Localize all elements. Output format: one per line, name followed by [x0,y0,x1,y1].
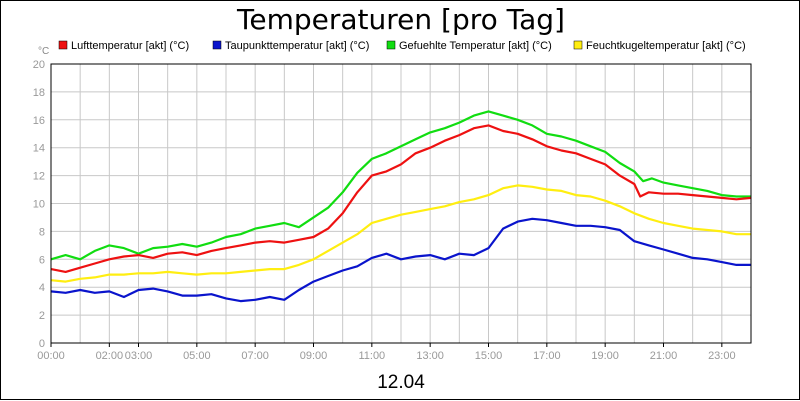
x-tick-label: 03:00 [125,350,153,362]
chart-title: Temperaturen [pro Tag] [236,3,565,36]
legend-swatch-2 [386,40,396,50]
y-tick-label: 8 [39,226,45,238]
y-tick-label: 16 [33,115,45,127]
y-tick-label: 18 [33,87,45,99]
legend-swatch-1 [212,40,222,50]
y-tick-label: 0 [39,338,45,350]
y-tick-label: 10 [33,199,45,211]
x-tick-label: 21:00 [650,350,678,362]
legend-label-1: Taupunkttemperatur [akt] (°C) [225,40,369,52]
x-tick-label: 19:00 [591,350,619,362]
series-line-1 [50,217,751,303]
series-line-3 [50,184,751,283]
x-tick-label: 17:00 [533,350,561,362]
x-tick-label: 11:00 [358,350,385,362]
legend-label-2: Gefuehlte Temperatur [akt] (°C) [399,40,552,52]
legend: Lufttemperatur [akt] (°C) Taupunkttempera… [58,40,746,52]
x-tick-label: 07:00 [241,350,269,362]
y-tick-label: 12 [33,171,45,183]
y-tick-label: 6 [39,254,45,266]
series-layer [50,110,752,303]
legend-swatch-3 [573,40,583,50]
y-axis-unit: °C [38,46,49,57]
x-tick-label: 05:00 [183,350,211,362]
x-tick-label: 13:00 [416,350,444,362]
x-tick-label: 15:00 [475,350,503,362]
x-axis-label: 12.04 [377,372,425,393]
x-tick-label: 23:00 [708,350,736,362]
series-line-0 [50,124,752,273]
legend-label-3: Feuchtkugeltemperatur [akt] (°C) [586,40,746,52]
x-tick-label: 09:00 [300,350,328,362]
y-tick-label: 14 [33,143,45,155]
y-tick-label: 4 [39,282,45,294]
legend-label-0: Lufttemperatur [akt] (°C) [71,40,189,52]
series-line-2 [50,110,751,261]
y-tick-label: 20 [33,59,45,71]
legend-swatch-0 [58,40,68,50]
x-axis-ticks: 00:00 02:00 03:00 05:00 07:00 09:00 11:00 13:00… [37,343,736,362]
plot-border [50,63,752,344]
y-axis-ticks: 0 2 4 6 8 10 12 14 16 18 20 [33,59,45,350]
x-tick-label: 00:00 [37,350,65,362]
x-tick-label: 02:00 [96,350,124,362]
y-tick-label: 2 [39,310,45,322]
